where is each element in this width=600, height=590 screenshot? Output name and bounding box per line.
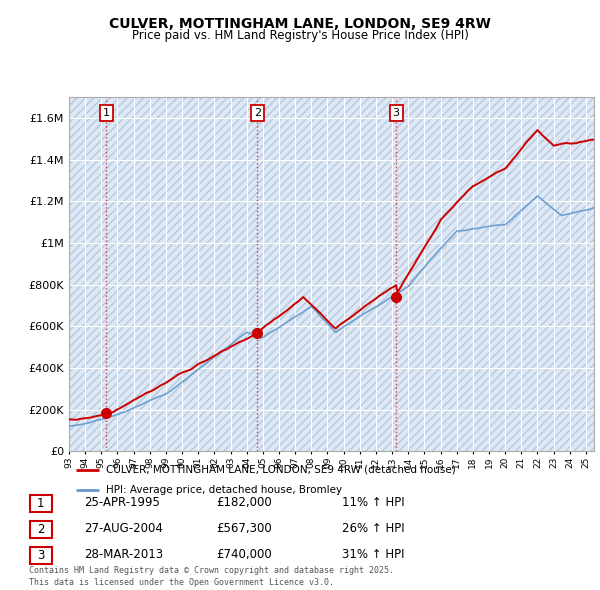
Text: 2: 2 (37, 523, 44, 536)
Text: 1: 1 (37, 497, 44, 510)
Text: 3: 3 (392, 109, 400, 118)
Text: 3: 3 (37, 549, 44, 562)
Text: HPI: Average price, detached house, Bromley: HPI: Average price, detached house, Brom… (106, 485, 343, 495)
Text: 27-AUG-2004: 27-AUG-2004 (84, 522, 163, 535)
Text: 1: 1 (103, 109, 110, 118)
Text: £740,000: £740,000 (216, 548, 272, 561)
Text: 11% ↑ HPI: 11% ↑ HPI (342, 496, 404, 509)
Text: Contains HM Land Registry data © Crown copyright and database right 2025.
This d: Contains HM Land Registry data © Crown c… (29, 566, 394, 587)
Text: CULVER, MOTTINGHAM LANE, LONDON, SE9 4RW: CULVER, MOTTINGHAM LANE, LONDON, SE9 4RW (109, 17, 491, 31)
Text: £567,300: £567,300 (216, 522, 272, 535)
Text: 25-APR-1995: 25-APR-1995 (84, 496, 160, 509)
Text: 2: 2 (254, 109, 261, 118)
Text: £182,000: £182,000 (216, 496, 272, 509)
Text: Price paid vs. HM Land Registry's House Price Index (HPI): Price paid vs. HM Land Registry's House … (131, 29, 469, 42)
Text: 28-MAR-2013: 28-MAR-2013 (84, 548, 163, 561)
Text: CULVER, MOTTINGHAM LANE, LONDON, SE9 4RW (detached house): CULVER, MOTTINGHAM LANE, LONDON, SE9 4RW… (106, 465, 456, 475)
Text: 26% ↑ HPI: 26% ↑ HPI (342, 522, 404, 535)
Text: 31% ↑ HPI: 31% ↑ HPI (342, 548, 404, 561)
